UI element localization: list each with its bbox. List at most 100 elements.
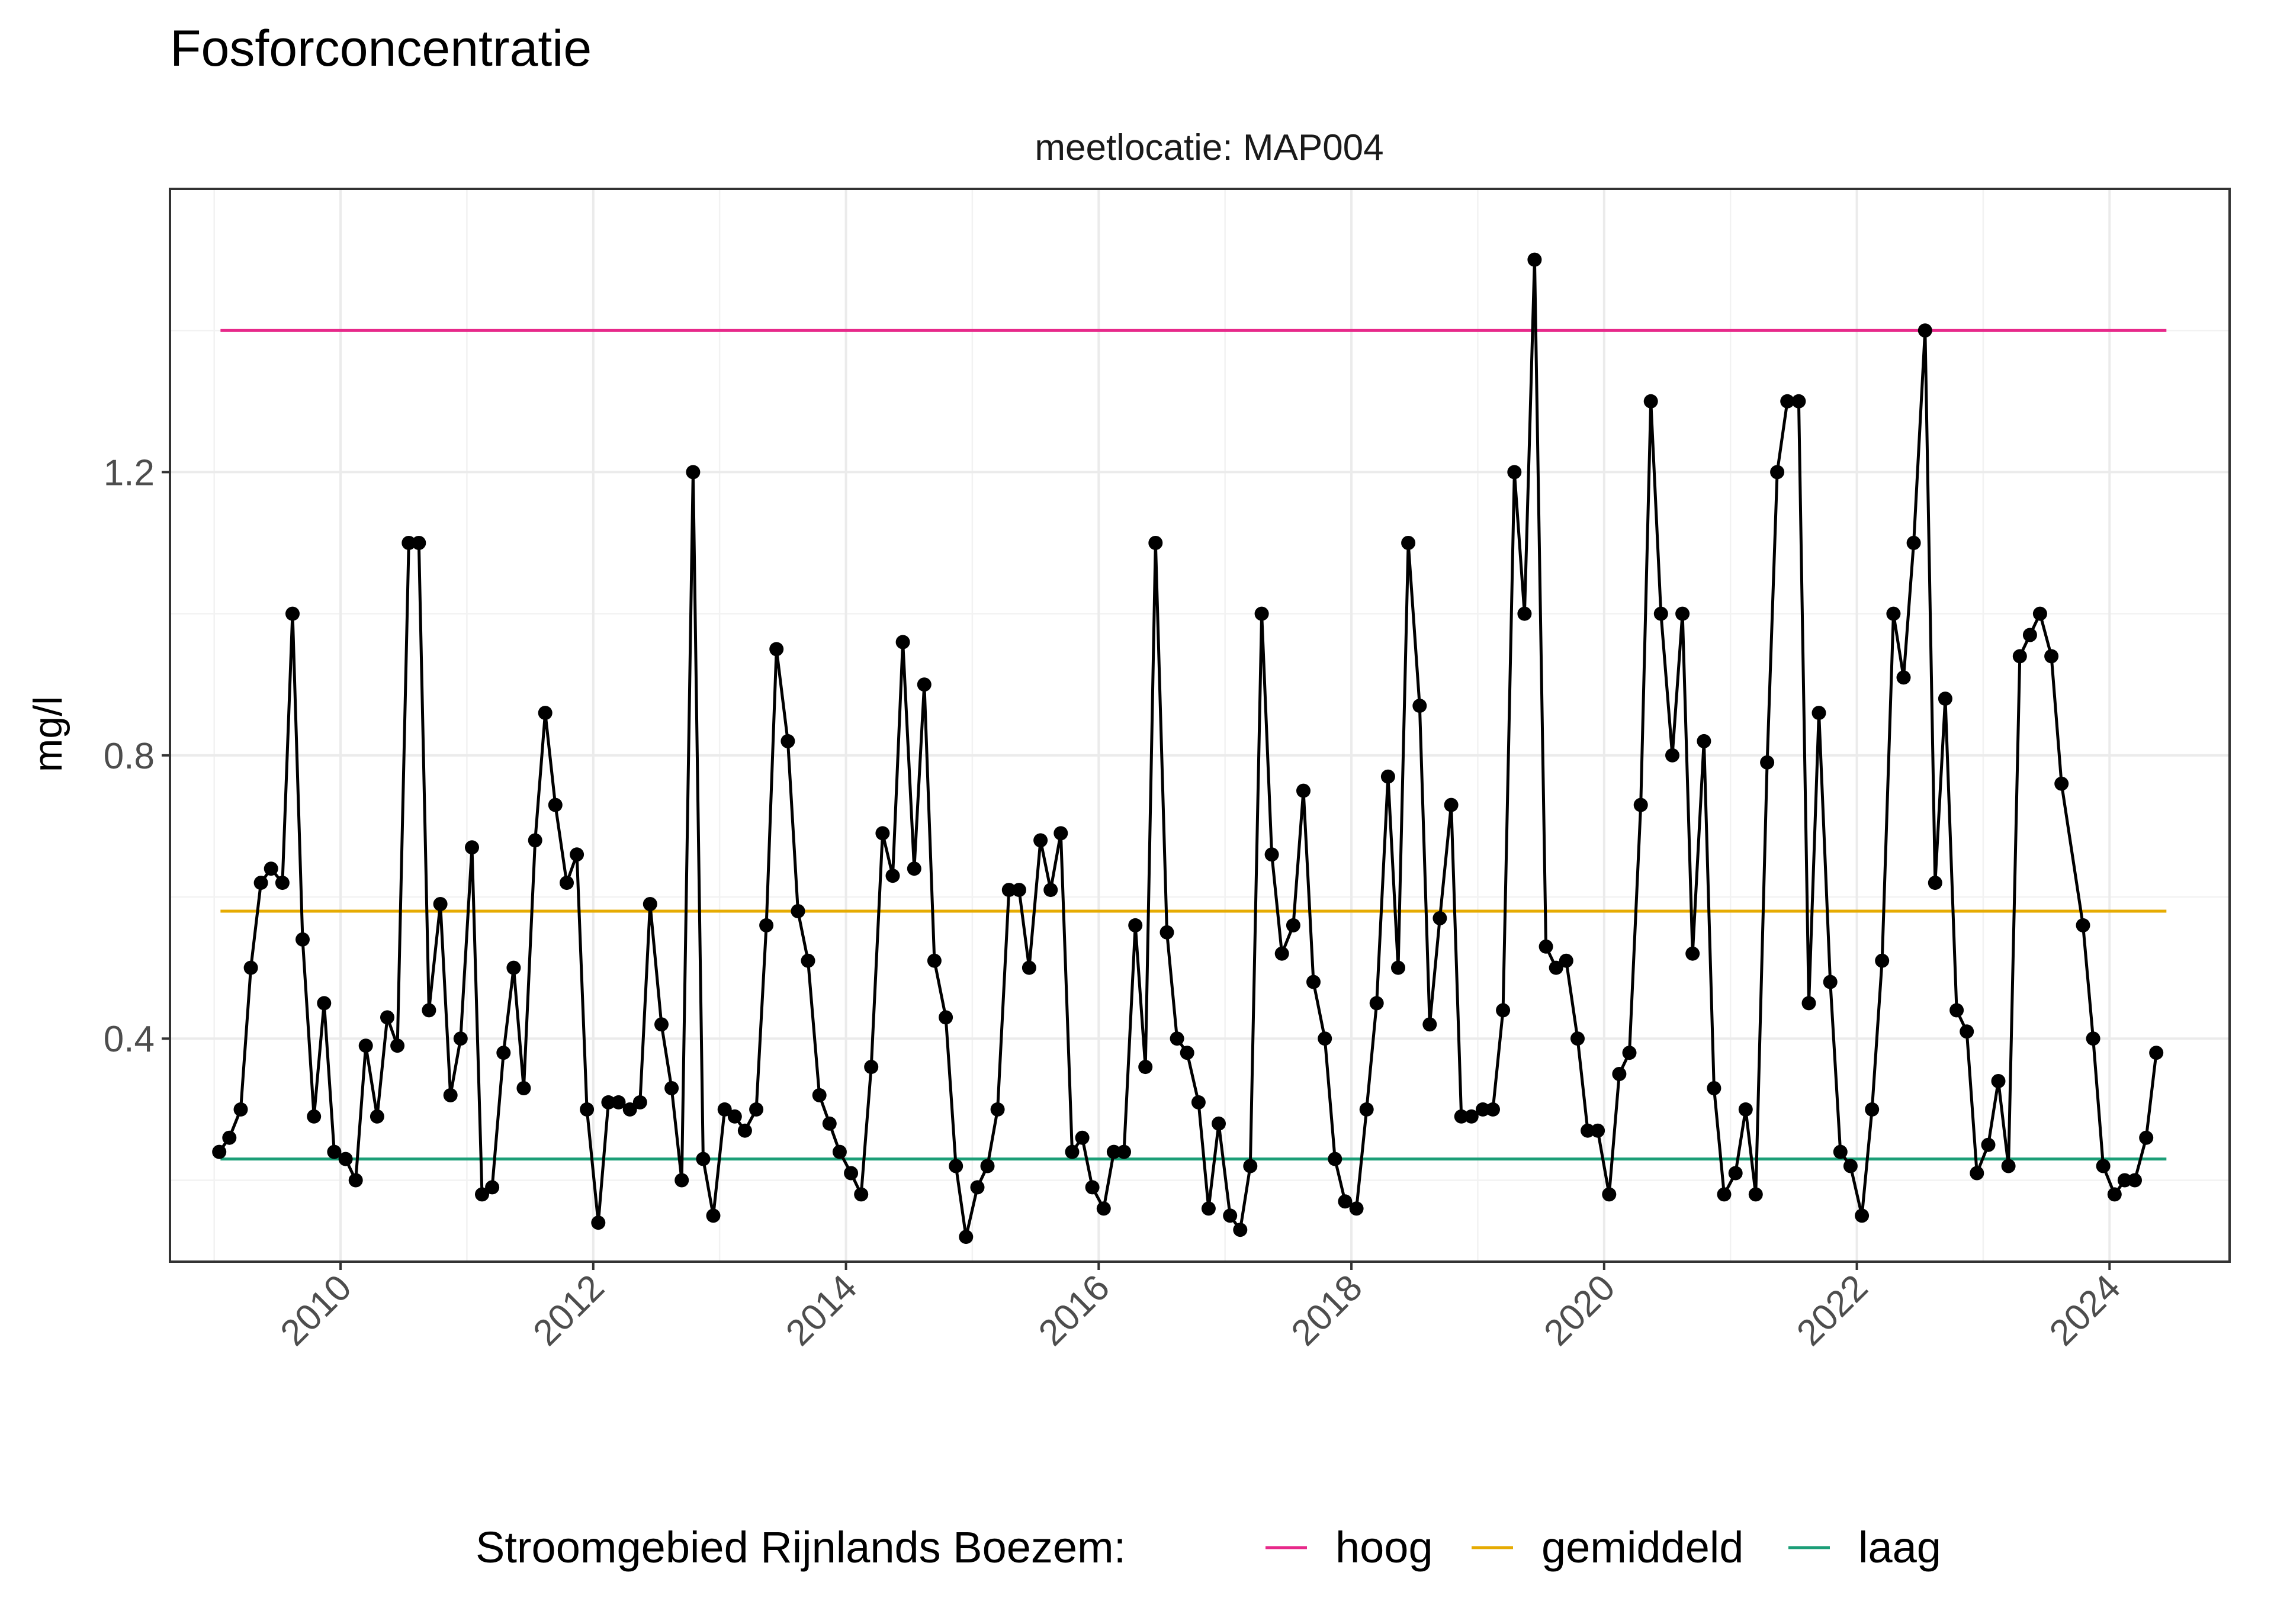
data-point [1201,1201,1216,1216]
data-point [1622,1046,1637,1060]
minor-gridlines [170,189,2230,1262]
data-point [1212,1116,1226,1131]
data-point [601,1095,616,1110]
data-points [212,252,2164,1244]
x-tick-label: 2016 [1031,1267,1117,1353]
data-point [686,465,701,480]
data-point [1065,1144,1080,1159]
data-point [1791,394,1806,409]
data-point [1633,797,1648,812]
data-point [781,734,795,748]
x-tick-label: 2014 [778,1267,865,1353]
x-tick-label: 2012 [525,1267,612,1353]
data-point [1539,939,1553,954]
data-point [307,1109,322,1124]
data-point [675,1173,689,1188]
data-point [1011,883,1026,898]
data-point [1191,1095,1206,1110]
data-point [1454,1109,1469,1124]
data-point [1433,911,1447,925]
data-point [927,953,942,968]
data-point [443,1088,458,1102]
data-point [1748,1187,1763,1202]
data-point [939,1010,953,1025]
data-point [433,897,448,911]
data-point [233,1102,248,1117]
data-point [1812,706,1826,721]
data-point [1412,699,1427,713]
data-point [1054,826,1068,841]
data-point [1075,1130,1090,1145]
data-point [212,1144,227,1159]
data-point [907,861,921,876]
data-point [1422,1017,1437,1032]
data-point [1970,1166,1984,1181]
y-tick-label: 1.2 [104,452,155,493]
data-point [1855,1208,1870,1223]
data-point [2086,1031,2100,1046]
major-gridlines [170,189,2230,1262]
data-point [611,1095,626,1110]
data-point [1274,946,1289,961]
data-point [1981,1137,1996,1152]
data-point [1096,1201,1111,1216]
data-point [917,677,932,692]
data-point [1770,465,1785,480]
reference-lines [220,329,2167,1161]
plot-border [169,188,2231,1263]
data-point [980,1159,995,1173]
data-point [2128,1173,2142,1188]
data-point [1033,833,1048,848]
data-point [769,642,784,657]
data-point [548,797,563,812]
y-axis-label: mg/l [25,696,70,772]
data-point [1570,1031,1585,1046]
data-point [348,1173,363,1188]
data-point [1496,1003,1511,1018]
data-point [1022,960,1036,975]
data-point [591,1215,606,1230]
data-point [1728,1166,1743,1181]
data-point [2107,1187,2122,1202]
data-point [949,1159,963,1173]
data-point [264,861,278,876]
y-tick-label: 0.4 [104,1019,155,1060]
data-point [1697,734,1711,748]
data-point [1517,606,1532,621]
data-point [1949,1003,1964,1018]
data-point [1507,465,1522,480]
data-point [465,840,479,855]
data-point [222,1130,237,1145]
data-point [737,1123,752,1138]
data-point [2054,776,2069,791]
x-tick-label: 2020 [1536,1267,1623,1353]
data-point [580,1102,595,1117]
data-point [1306,975,1321,989]
data-point [243,960,258,975]
data-point [717,1102,732,1117]
data-point [696,1152,711,1166]
data-point [485,1180,500,1195]
data-point [1001,883,1016,898]
data-point [2022,628,2037,642]
plot-background [170,189,2230,1262]
legend-item-hoog: hoog [1266,1523,1433,1572]
data-point [1653,606,1668,621]
series-line [218,258,2158,1239]
data-point [895,635,910,649]
data-point [338,1152,353,1166]
data-point [864,1060,879,1075]
data-point [1896,670,1911,685]
data-point [1938,692,1952,706]
data-point [296,932,310,947]
data-point [2044,649,2059,664]
data-point [1549,960,1563,975]
data-point [959,1230,974,1244]
data-point [1328,1152,1342,1166]
data-point [275,876,290,890]
data-point [1380,769,1395,784]
legend-label-gemiddeld: gemiddeld [1541,1523,1743,1572]
data-point [538,706,553,721]
data-point [1369,996,1384,1011]
